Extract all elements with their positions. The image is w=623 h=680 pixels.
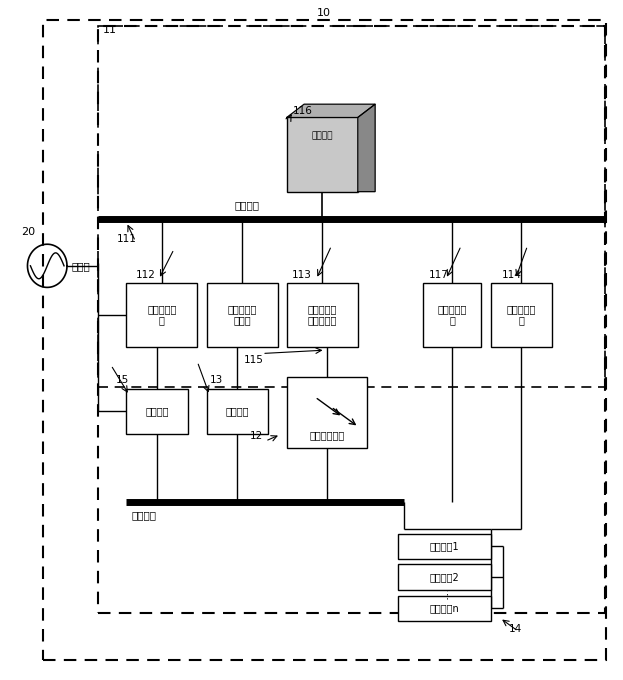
- Text: …: …: [438, 586, 451, 599]
- Text: 12: 12: [250, 430, 263, 441]
- Text: 114: 114: [502, 269, 521, 279]
- Text: 115: 115: [244, 355, 264, 365]
- Text: 通信总线: 通信总线: [234, 200, 259, 210]
- Bar: [422, 283, 482, 347]
- Text: 并网监控模
块: 并网监控模 块: [147, 304, 176, 326]
- Bar: [490, 283, 553, 347]
- Text: 本地负载2: 本地负载2: [429, 572, 459, 581]
- Bar: [398, 596, 490, 622]
- Text: 直流母线: 直流母线: [131, 510, 156, 520]
- Text: 储能装置监
控模块: 储能装置监 控模块: [227, 304, 257, 326]
- Bar: [287, 118, 358, 192]
- Text: 112: 112: [136, 269, 155, 279]
- Text: 13: 13: [209, 375, 223, 386]
- Text: 负载监控模
块: 负载监控模 块: [506, 304, 536, 326]
- Text: 10: 10: [317, 8, 331, 18]
- Bar: [126, 283, 197, 347]
- Bar: [287, 377, 367, 448]
- Text: 15: 15: [116, 375, 129, 386]
- Text: 配电网: 配电网: [72, 261, 91, 271]
- Polygon shape: [358, 104, 375, 192]
- Text: 111: 111: [117, 234, 137, 244]
- Text: 母线监控模
块: 母线监控模 块: [437, 304, 467, 326]
- Polygon shape: [287, 104, 375, 118]
- Text: 本地负载1: 本地负载1: [429, 541, 459, 551]
- Bar: [207, 283, 277, 347]
- Bar: [398, 534, 490, 559]
- Bar: [207, 388, 269, 435]
- Text: 116: 116: [293, 105, 313, 116]
- Text: 储能装置: 储能装置: [226, 407, 249, 416]
- Text: 20: 20: [21, 227, 36, 237]
- Text: 113: 113: [292, 269, 312, 279]
- Bar: [287, 283, 358, 347]
- Text: 11: 11: [103, 24, 117, 35]
- Bar: [126, 388, 188, 435]
- Text: 14: 14: [509, 624, 522, 634]
- Text: 光伏发电阵
列监控模块: 光伏发电阵 列监控模块: [308, 304, 337, 326]
- Text: 并网模块: 并网模块: [145, 407, 169, 416]
- Text: 光伏发电阵列: 光伏发电阵列: [309, 430, 345, 440]
- Text: 中控模块: 中控模块: [312, 131, 333, 141]
- Text: 117: 117: [429, 269, 449, 279]
- Text: 本地负载n: 本地负载n: [429, 603, 459, 613]
- Bar: [398, 564, 490, 590]
